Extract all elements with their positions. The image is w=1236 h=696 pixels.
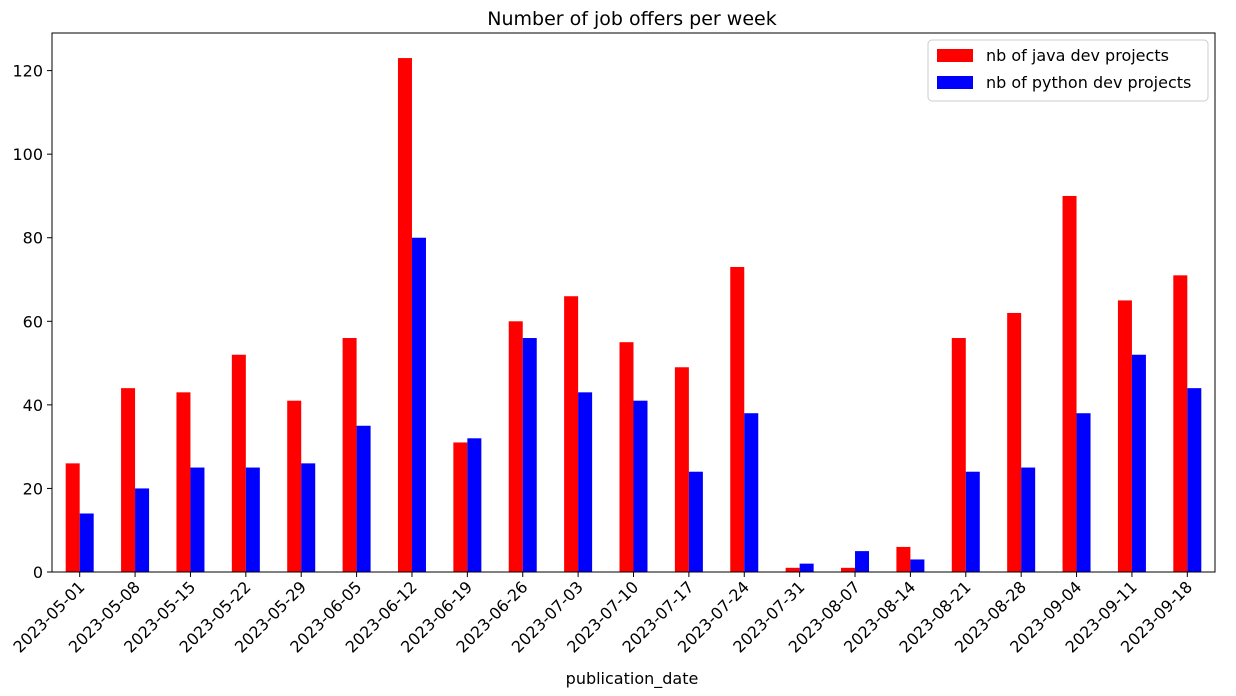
java-bar-2023-06-05 (342, 338, 357, 572)
y-tick-label: 0 (33, 563, 43, 582)
java-bar-2023-06-12 (397, 58, 412, 573)
java-bar-2023-08-07 (841, 567, 856, 572)
x-axis: 2023-05-012023-05-082023-05-152023-05-22… (9, 572, 1196, 657)
python-bar-2023-06-26 (522, 338, 537, 572)
python-bar-2023-08-28 (1021, 467, 1036, 572)
java-bar-2023-05-08 (121, 388, 136, 572)
chart-title: Number of job offers per week (487, 8, 776, 30)
legend: nb of java dev projects nb of python dev … (927, 39, 1209, 102)
y-tick-label: 20 (23, 479, 43, 498)
python-bar-2023-09-18 (1187, 388, 1202, 572)
java-bar-2023-07-17 (674, 367, 689, 572)
python-bar-2023-05-01 (79, 513, 94, 572)
java-bar-2023-09-04 (1062, 195, 1077, 572)
java-bar-2023-07-03 (564, 296, 579, 572)
y-tick-label: 80 (23, 229, 43, 248)
python-bar-2023-07-10 (633, 400, 648, 572)
legend-swatch (937, 76, 973, 89)
java-bar-2023-08-14 (896, 546, 911, 572)
java-bar-2023-08-21 (951, 338, 966, 572)
y-tick-label: 40 (23, 396, 43, 415)
java-bar-2023-09-11 (1117, 300, 1132, 572)
y-tick-label: 120 (12, 62, 43, 81)
python-bar-2023-08-14 (910, 559, 925, 572)
python-bar-2023-05-29 (301, 463, 316, 572)
python-bar-2023-06-19 (467, 438, 482, 572)
y-tick-label: 100 (12, 145, 43, 164)
python-bar-2023-05-08 (135, 488, 150, 572)
python-bar-2023-06-05 (356, 425, 371, 572)
python-bar-2023-07-03 (578, 392, 593, 572)
java-bar-2023-05-22 (231, 354, 246, 572)
legend-label: nb of java dev projects (986, 46, 1169, 65)
y-axis: 0 20 40 60 80 100 120 (12, 62, 52, 582)
python-bar-2023-07-17 (688, 471, 703, 572)
python-bar-2023-07-31 (799, 563, 814, 572)
java-bar-2023-05-01 (65, 463, 80, 572)
java-bar-2023-07-24 (730, 266, 745, 572)
java-bar-2023-08-28 (1007, 312, 1022, 572)
python-bar-2023-09-04 (1076, 413, 1091, 572)
java-bar-2023-06-26 (508, 321, 523, 572)
x-axis-title: publication_date (566, 669, 699, 689)
python-bar-2023-08-21 (965, 471, 980, 572)
java-bar-2023-07-31 (785, 567, 800, 572)
python-bar-2023-05-22 (245, 467, 260, 572)
plot-area (51, 32, 1216, 573)
python-bar-2023-07-24 (744, 413, 759, 572)
java-bar-2023-09-18 (1173, 275, 1188, 572)
python-bar-2023-05-15 (190, 467, 205, 572)
python-bar-2023-06-12 (411, 237, 426, 572)
python-bar-2023-09-11 (1131, 354, 1146, 572)
python-bar-2023-08-07 (855, 551, 870, 572)
legend-box (927, 39, 1209, 102)
legend-swatch (937, 49, 973, 62)
java-bar-2023-07-10 (619, 342, 634, 572)
java-bar-2023-06-19 (453, 442, 468, 572)
y-tick-label: 60 (23, 312, 43, 331)
java-bar-2023-05-29 (287, 400, 302, 572)
legend-label: nb of python dev projects (986, 73, 1191, 92)
java-bar-2023-05-15 (176, 392, 191, 572)
